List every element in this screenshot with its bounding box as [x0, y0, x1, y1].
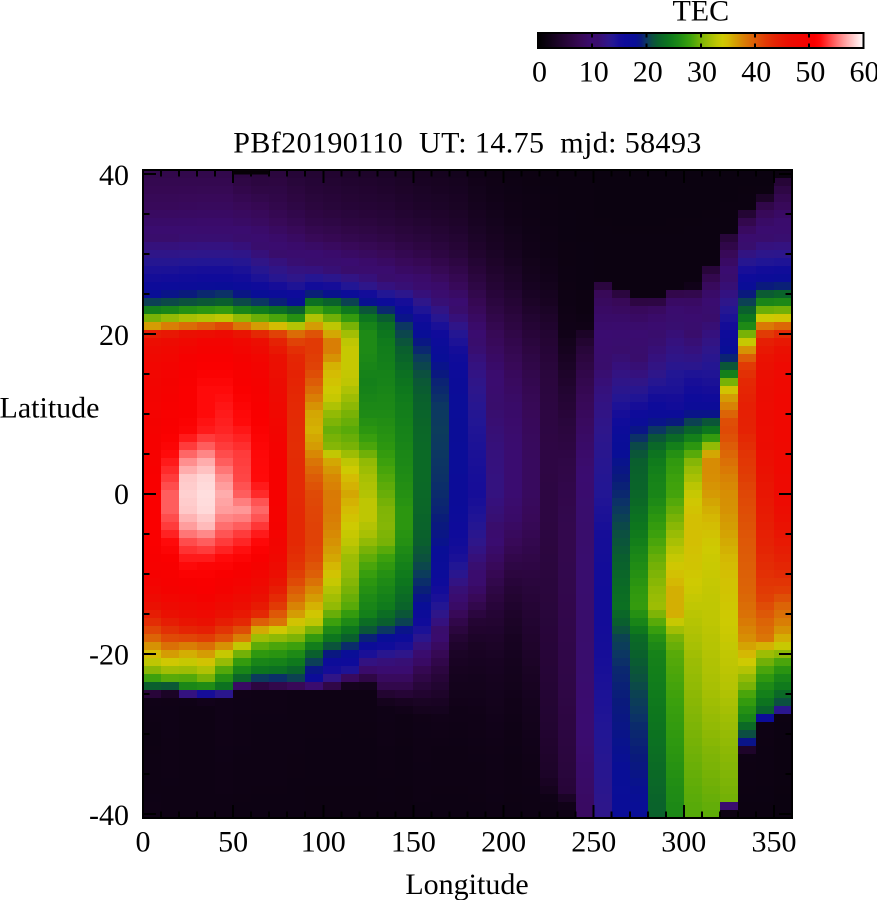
svg-text:150: 150 — [391, 826, 436, 859]
svg-text:250: 250 — [571, 826, 616, 859]
svg-text:PBf20190110 UT: 14.75 mjd: 5: PBf20190110 UT: 14.75 mjd: 58493 — [233, 127, 702, 160]
svg-text:Latitude: Latitude — [0, 392, 99, 425]
svg-text:20: 20 — [633, 56, 663, 89]
svg-text:TEC: TEC — [672, 0, 729, 28]
svg-text:10: 10 — [579, 56, 609, 89]
svg-text:0: 0 — [136, 826, 151, 859]
svg-text:350: 350 — [752, 826, 797, 859]
svg-text:100: 100 — [301, 826, 346, 859]
svg-text:40: 40 — [741, 56, 771, 89]
svg-text:40: 40 — [99, 159, 129, 192]
svg-text:50: 50 — [795, 56, 825, 89]
svg-text:Longitude: Longitude — [405, 868, 528, 900]
svg-text:-20: -20 — [89, 639, 129, 672]
svg-text:30: 30 — [687, 56, 717, 89]
svg-text:300: 300 — [661, 826, 706, 859]
svg-text:-40: -40 — [89, 799, 129, 832]
svg-text:200: 200 — [481, 826, 526, 859]
svg-text:20: 20 — [99, 319, 129, 352]
svg-text:60: 60 — [850, 56, 877, 89]
svg-text:50: 50 — [218, 826, 248, 859]
svg-text:0: 0 — [532, 56, 547, 89]
svg-text:0: 0 — [114, 478, 129, 511]
